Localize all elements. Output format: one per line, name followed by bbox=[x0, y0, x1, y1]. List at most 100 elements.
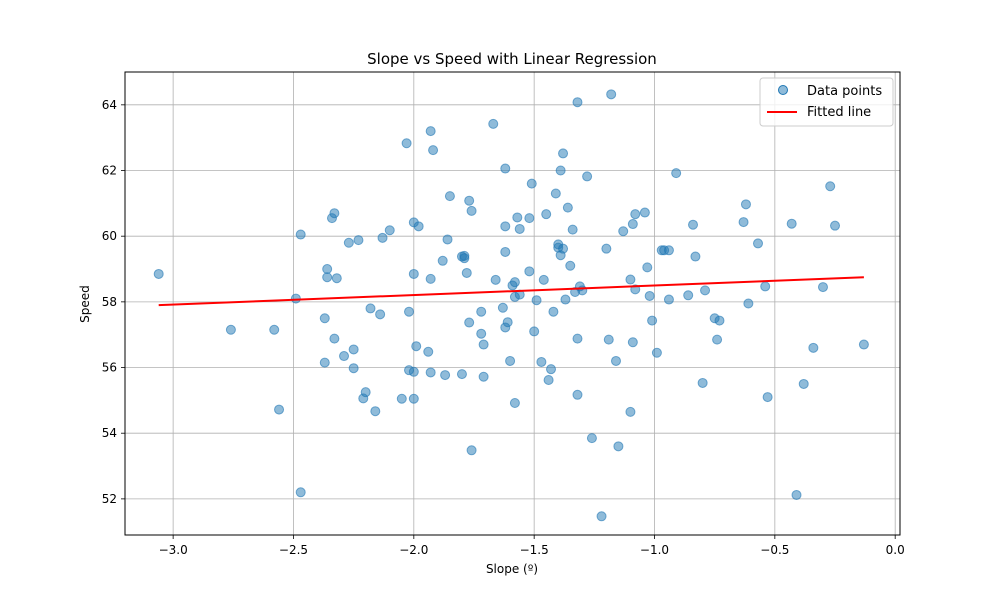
data-point bbox=[817, 282, 828, 293]
data-point bbox=[760, 281, 771, 292]
data-point bbox=[740, 199, 751, 210]
data-point bbox=[613, 441, 624, 452]
data-point bbox=[565, 260, 576, 271]
x-tick-label: −0.5 bbox=[760, 543, 789, 557]
data-point bbox=[639, 207, 650, 218]
data-point bbox=[425, 126, 436, 137]
y-tick-label: 60 bbox=[102, 229, 117, 243]
data-point bbox=[348, 363, 359, 374]
x-tick-label: −3.0 bbox=[159, 543, 188, 557]
legend: Data points Fitted line bbox=[759, 77, 894, 127]
data-point bbox=[500, 246, 511, 257]
fitted-line bbox=[158, 276, 864, 307]
data-point bbox=[625, 274, 636, 285]
data-point bbox=[543, 375, 554, 386]
x-tick-label: −2.0 bbox=[399, 543, 428, 557]
data-point bbox=[444, 191, 455, 202]
data-point bbox=[456, 369, 467, 380]
data-point bbox=[423, 346, 434, 357]
data-point bbox=[550, 188, 561, 199]
data-point bbox=[319, 313, 330, 324]
data-point bbox=[688, 219, 699, 230]
data-point bbox=[529, 326, 540, 337]
data-point bbox=[329, 208, 340, 219]
data-point bbox=[627, 337, 638, 348]
data-point bbox=[618, 226, 629, 237]
y-tick-label: 64 bbox=[102, 98, 117, 112]
data-point bbox=[343, 237, 354, 248]
data-point bbox=[825, 181, 836, 192]
data-point bbox=[331, 273, 342, 284]
data-point bbox=[319, 357, 330, 368]
data-point bbox=[396, 393, 407, 404]
data-point bbox=[488, 118, 499, 129]
data-point bbox=[630, 209, 641, 220]
data-point bbox=[425, 273, 436, 284]
data-point bbox=[269, 324, 280, 335]
data-point bbox=[377, 232, 388, 243]
legend-label-data-points: Data points bbox=[807, 84, 882, 99]
data-point bbox=[459, 253, 470, 264]
data-point bbox=[365, 303, 376, 314]
data-point bbox=[413, 221, 424, 232]
data-point bbox=[752, 238, 763, 249]
data-point bbox=[478, 339, 489, 350]
legend-label-fitted-line: Fitted line bbox=[807, 105, 871, 120]
data-point bbox=[411, 341, 422, 352]
data-point bbox=[524, 213, 535, 224]
data-point bbox=[644, 290, 655, 301]
y-axis-label: Speed bbox=[78, 285, 92, 323]
y-tick-label: 58 bbox=[102, 295, 117, 309]
legend-box bbox=[759, 77, 894, 127]
x-tick-label: −1.0 bbox=[640, 543, 669, 557]
grid bbox=[125, 72, 900, 535]
data-point bbox=[370, 406, 381, 417]
data-point bbox=[572, 389, 583, 400]
data-point bbox=[348, 344, 359, 355]
x-tick-label: −2.5 bbox=[279, 543, 308, 557]
x-tick-label: −1.5 bbox=[520, 543, 549, 557]
data-point bbox=[339, 351, 350, 362]
data-point bbox=[329, 333, 340, 344]
data-point bbox=[500, 221, 511, 232]
y-tick-label: 52 bbox=[102, 492, 117, 506]
axis-ticks: −3.0 −2.5 −2.0 −1.5 −1.0 −0.5 0.0 52 54 56 58 60 62 6… bbox=[102, 98, 905, 557]
data-point bbox=[478, 371, 489, 382]
data-point bbox=[700, 285, 711, 296]
data-point bbox=[572, 97, 583, 108]
data-point bbox=[601, 243, 612, 254]
data-point bbox=[830, 220, 841, 231]
data-point bbox=[464, 317, 475, 328]
y-tick-label: 56 bbox=[102, 361, 117, 375]
data-point bbox=[153, 268, 164, 279]
data-point bbox=[858, 339, 869, 350]
data-point bbox=[738, 217, 749, 228]
data-point bbox=[562, 202, 573, 213]
data-point bbox=[577, 285, 588, 296]
data-point bbox=[512, 212, 523, 223]
data-point bbox=[425, 367, 436, 378]
data-point bbox=[408, 366, 419, 377]
y-tick-label: 54 bbox=[102, 426, 117, 440]
data-point bbox=[509, 397, 520, 408]
data-point bbox=[526, 178, 537, 189]
data-point bbox=[502, 317, 513, 328]
data-point bbox=[697, 377, 708, 388]
data-point bbox=[663, 294, 674, 305]
data-point bbox=[225, 324, 236, 335]
data-point bbox=[476, 306, 487, 317]
data-point bbox=[505, 355, 516, 366]
data-point bbox=[500, 163, 511, 174]
data-point bbox=[671, 168, 682, 179]
data-point bbox=[762, 392, 773, 403]
data-point bbox=[541, 209, 552, 220]
legend-point-marker bbox=[778, 85, 788, 95]
data-point bbox=[274, 404, 285, 415]
data-point bbox=[714, 315, 725, 326]
data-point bbox=[555, 165, 566, 176]
data-point bbox=[466, 205, 477, 216]
data-point bbox=[546, 364, 557, 375]
data-point bbox=[531, 295, 542, 306]
data-point bbox=[683, 290, 694, 301]
